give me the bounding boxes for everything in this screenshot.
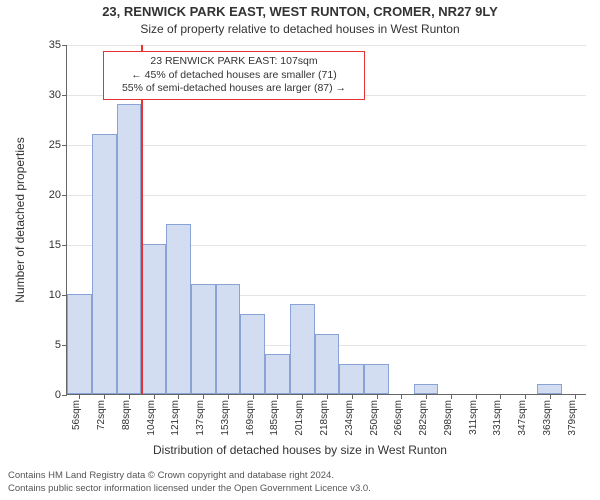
ytick-label: 25 bbox=[49, 139, 61, 151]
xtick-label: 121sqm bbox=[170, 400, 181, 436]
gridline bbox=[67, 45, 586, 46]
xtick-label: 347sqm bbox=[517, 400, 528, 436]
xtick-label: 104sqm bbox=[146, 400, 157, 436]
y-axis-label: Number of detached properties bbox=[13, 137, 27, 302]
bar bbox=[414, 384, 439, 394]
ytick-label: 35 bbox=[49, 39, 61, 51]
xtick-label: 363sqm bbox=[542, 400, 553, 436]
xtick-label: 266sqm bbox=[393, 400, 404, 436]
xtick-label: 234sqm bbox=[344, 400, 355, 436]
xtick-label: 379sqm bbox=[567, 400, 578, 436]
xtick-mark bbox=[104, 394, 105, 399]
ytick-label: 5 bbox=[55, 339, 61, 351]
xtick-mark bbox=[525, 394, 526, 399]
gridline bbox=[67, 195, 586, 196]
xtick-label: 298sqm bbox=[443, 400, 454, 436]
bar bbox=[339, 364, 364, 394]
bar bbox=[67, 294, 92, 394]
xtick-mark bbox=[352, 394, 353, 399]
bar bbox=[240, 314, 265, 394]
ytick-label: 10 bbox=[49, 289, 61, 301]
xtick-mark bbox=[451, 394, 452, 399]
xtick-mark bbox=[377, 394, 378, 399]
bar bbox=[92, 134, 117, 394]
annotation-line-2: ← 45% of detached houses are smaller (71… bbox=[110, 69, 358, 83]
xtick-mark bbox=[401, 394, 402, 399]
footer-line-1: Contains HM Land Registry data © Crown c… bbox=[8, 470, 334, 482]
bar bbox=[290, 304, 315, 394]
bar bbox=[166, 224, 191, 394]
xtick-mark bbox=[277, 394, 278, 399]
annotation-line-1: 23 RENWICK PARK EAST: 107sqm bbox=[110, 55, 358, 69]
gridline bbox=[67, 145, 586, 146]
ytick-label: 20 bbox=[49, 189, 61, 201]
xtick-mark bbox=[575, 394, 576, 399]
ytick-mark bbox=[62, 145, 67, 146]
ytick-label: 15 bbox=[49, 239, 61, 251]
xtick-label: 250sqm bbox=[369, 400, 380, 436]
ytick-mark bbox=[62, 195, 67, 196]
xtick-mark bbox=[550, 394, 551, 399]
xtick-label: 56sqm bbox=[71, 400, 82, 430]
xtick-mark bbox=[500, 394, 501, 399]
bar bbox=[117, 104, 142, 394]
title-line-1: 23, RENWICK PARK EAST, WEST RUNTON, CROM… bbox=[0, 4, 600, 19]
xtick-mark bbox=[253, 394, 254, 399]
xtick-mark bbox=[228, 394, 229, 399]
xtick-mark bbox=[129, 394, 130, 399]
annotation-box: 23 RENWICK PARK EAST: 107sqm← 45% of det… bbox=[103, 51, 365, 100]
xtick-mark bbox=[178, 394, 179, 399]
xtick-label: 185sqm bbox=[269, 400, 280, 436]
annotation-line-3: 55% of semi-detached houses are larger (… bbox=[110, 82, 358, 96]
xtick-mark bbox=[203, 394, 204, 399]
xtick-label: 72sqm bbox=[96, 400, 107, 430]
xtick-label: 282sqm bbox=[418, 400, 429, 436]
xtick-mark bbox=[79, 394, 80, 399]
xtick-mark bbox=[327, 394, 328, 399]
xtick-mark bbox=[302, 394, 303, 399]
plot-area: 0510152025303556sqm72sqm88sqm104sqm121sq… bbox=[66, 45, 586, 395]
ytick-mark bbox=[62, 95, 67, 96]
bar bbox=[141, 244, 166, 394]
xtick-label: 137sqm bbox=[195, 400, 206, 436]
ytick-mark bbox=[62, 395, 67, 396]
bar bbox=[315, 334, 340, 394]
bar bbox=[265, 354, 290, 394]
ytick-label: 30 bbox=[49, 89, 61, 101]
ytick-mark bbox=[62, 45, 67, 46]
xtick-label: 331sqm bbox=[492, 400, 503, 436]
x-axis-label: Distribution of detached houses by size … bbox=[0, 443, 600, 457]
bar bbox=[216, 284, 241, 394]
ytick-mark bbox=[62, 245, 67, 246]
bar bbox=[537, 384, 562, 394]
xtick-label: 153sqm bbox=[220, 400, 231, 436]
xtick-label: 169sqm bbox=[245, 400, 256, 436]
xtick-mark bbox=[476, 394, 477, 399]
figure: 23, RENWICK PARK EAST, WEST RUNTON, CROM… bbox=[0, 0, 600, 500]
bar bbox=[191, 284, 216, 394]
xtick-label: 218sqm bbox=[319, 400, 330, 436]
title-line-2: Size of property relative to detached ho… bbox=[0, 22, 600, 36]
footer-line-2: Contains public sector information licen… bbox=[8, 483, 371, 495]
xtick-label: 88sqm bbox=[121, 400, 132, 430]
ytick-label: 0 bbox=[55, 389, 61, 401]
xtick-label: 311sqm bbox=[468, 400, 479, 435]
bar bbox=[364, 364, 389, 394]
xtick-mark bbox=[154, 394, 155, 399]
xtick-mark bbox=[426, 394, 427, 399]
xtick-label: 201sqm bbox=[294, 400, 305, 436]
